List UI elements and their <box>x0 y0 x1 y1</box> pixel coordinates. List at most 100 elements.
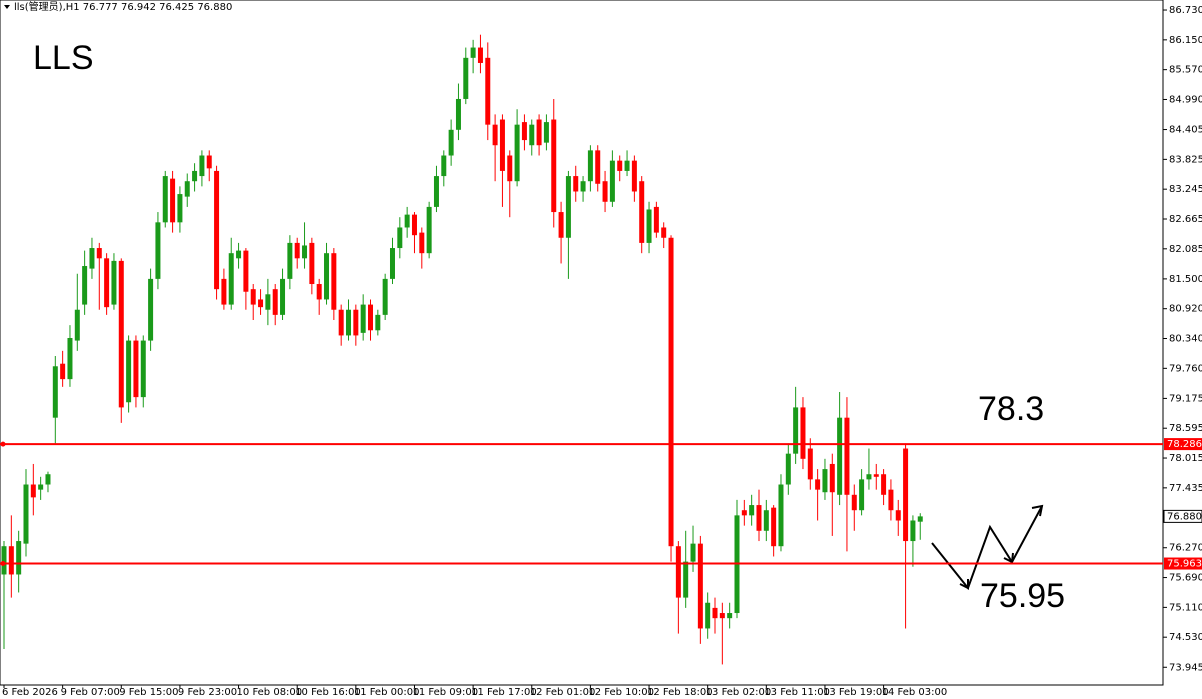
candle-body <box>228 253 234 305</box>
candle-body <box>697 543 703 629</box>
level-label-box <box>1164 438 1202 451</box>
candle-body <box>221 278 227 305</box>
x-tick-label: 6 Feb 2026 <box>2 687 58 698</box>
y-tick-label: 79.175 <box>1169 393 1202 404</box>
candle-body <box>206 155 212 169</box>
x-tick-label: 13 Feb 02:00 <box>706 687 772 698</box>
candle-body <box>8 546 14 575</box>
x-tick-label: 11 Feb 09:00 <box>412 687 478 698</box>
candle-body <box>609 160 615 202</box>
candle-body <box>683 561 689 598</box>
y-tick-label: 73.945 <box>1169 662 1202 673</box>
candle-body <box>331 253 337 310</box>
candle-body <box>38 484 44 490</box>
candle-body <box>287 242 293 279</box>
y-tick-label: 76.270 <box>1169 543 1202 554</box>
menu-icon[interactable] <box>4 5 10 9</box>
candle-body <box>514 124 520 182</box>
y-tick-label: 84.405 <box>1169 125 1202 136</box>
candle-body <box>133 340 139 398</box>
candle-body <box>565 176 571 238</box>
candle-body <box>397 227 403 249</box>
candle-body <box>74 309 80 341</box>
candle-body <box>631 160 637 192</box>
candle-body <box>595 150 601 184</box>
candle-body <box>800 407 806 459</box>
candle-body <box>705 602 711 629</box>
candle-body <box>859 479 865 511</box>
candle-body <box>214 170 220 290</box>
y-tick-label: 82.665 <box>1169 214 1202 225</box>
candle-body <box>265 294 271 310</box>
candle-body <box>793 407 799 454</box>
candle-body <box>470 47 476 58</box>
candle-body <box>243 250 249 292</box>
candle-body <box>45 474 51 485</box>
y-tick-label: 79.760 <box>1169 363 1202 374</box>
candle-body <box>639 181 645 243</box>
candle-body <box>712 607 718 619</box>
candle-body <box>96 248 102 259</box>
y-tick-label: 75.110 <box>1169 602 1202 613</box>
candle-body <box>89 248 95 269</box>
candle-body <box>111 260 117 305</box>
candle-body <box>16 541 22 575</box>
y-tick-label: 86.150 <box>1169 35 1202 46</box>
candle-body <box>903 448 909 542</box>
candle-body <box>749 505 755 516</box>
candle-body <box>382 278 388 315</box>
chart-header: lls(管理员),H1 76.777 76.942 76.425 76.880 <box>14 0 232 13</box>
y-tick-label: 81.500 <box>1169 274 1202 285</box>
x-tick-label: 10 Feb 08:00 <box>237 687 303 698</box>
candle-body <box>551 119 557 213</box>
candle-body <box>485 57 491 125</box>
candle-body <box>653 206 659 233</box>
candle-body <box>250 289 256 305</box>
x-tick-label: 12 Feb 01:00 <box>530 687 596 698</box>
candle-body <box>360 304 366 333</box>
candle-body <box>558 212 564 238</box>
plot-frame <box>0 0 1164 686</box>
forecast-arrow <box>931 504 1044 591</box>
annotation: 78.3 <box>978 390 1044 428</box>
y-tick-label: 86.730 <box>1169 5 1202 16</box>
candle-body <box>338 309 344 336</box>
candle-body <box>368 304 373 331</box>
candle-body <box>763 510 769 531</box>
candle-body <box>756 505 762 531</box>
candle-body <box>441 155 447 177</box>
candle-body <box>118 260 124 408</box>
candle-body <box>433 176 439 207</box>
candle-body <box>184 181 190 197</box>
level-label: 78.286 <box>1167 439 1202 450</box>
candle-body <box>741 510 747 516</box>
candle-body <box>807 448 813 480</box>
x-tick-label: 13 Feb 19:00 <box>823 687 889 698</box>
candle-body <box>668 237 674 547</box>
x-tick-label: 12 Feb 18:00 <box>647 687 713 698</box>
y-tick-label: 80.920 <box>1169 304 1202 315</box>
candle-body <box>389 248 395 279</box>
candle-body <box>30 484 36 498</box>
candle-body <box>375 314 381 331</box>
candle-body <box>404 214 410 228</box>
candle-body <box>302 245 308 259</box>
candle-body <box>82 266 88 305</box>
candle-body <box>895 510 901 521</box>
candle-body <box>917 516 923 522</box>
candle-body <box>280 278 286 315</box>
level-label-box <box>1164 557 1202 570</box>
candle-body <box>815 479 821 490</box>
candle-body <box>719 613 725 619</box>
candle-body <box>573 176 579 192</box>
candle-body <box>873 474 879 477</box>
y-tick-label: 82.085 <box>1169 244 1202 255</box>
y-tick-label: 80.340 <box>1169 334 1202 345</box>
candle-body <box>771 507 777 547</box>
candle-body <box>258 299 264 308</box>
x-tick-label: 11 Feb 00:00 <box>354 687 420 698</box>
candle-body <box>324 253 330 300</box>
x-tick-label: 13 Feb 11:00 <box>764 687 830 698</box>
candle-body <box>536 119 542 146</box>
